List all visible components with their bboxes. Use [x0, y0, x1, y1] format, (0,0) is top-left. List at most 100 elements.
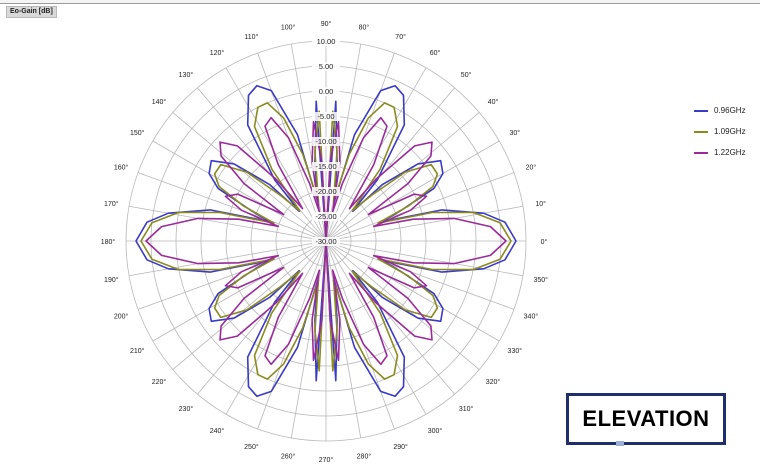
angle-tick-label: 10°	[535, 200, 546, 208]
series-line-0	[135, 84, 517, 398]
angle-tick-label: 250°	[244, 443, 259, 451]
grid-spoke	[325, 112, 480, 242]
legend-label: 1.09GHz	[714, 127, 746, 136]
grid-spoke	[152, 240, 327, 342]
angle-tick-label: 20°	[526, 163, 537, 171]
angle-tick-label: 310°	[459, 405, 474, 413]
grid-spoke	[325, 240, 524, 277]
r-tick-bg	[312, 112, 340, 121]
angle-tick-label: 160°	[114, 163, 129, 171]
legend-item: 1.09GHz	[694, 121, 746, 142]
grid-spoke	[325, 240, 480, 370]
angle-tick-label: 0°	[541, 238, 548, 246]
angle-tick-label: 280°	[357, 453, 372, 461]
r-tick-bg	[312, 87, 340, 96]
grid-spoke	[152, 140, 327, 242]
grid-spoke	[225, 67, 327, 242]
r-tick-bg	[312, 62, 340, 71]
legend-label: 1.22GHz	[714, 148, 746, 157]
angle-tick-label: 100°	[281, 23, 296, 31]
angle-tick-label: 50°	[461, 71, 472, 79]
angle-tick-label: 60°	[430, 49, 441, 57]
angle-tick-label: 80°	[359, 23, 370, 31]
r-tick-label: -10.00	[315, 137, 336, 146]
angle-tick-label: 70°	[395, 33, 406, 41]
angle-tick-label: 240°	[210, 427, 225, 435]
grid-spoke	[128, 240, 327, 277]
angle-tick-label: 110°	[244, 33, 258, 41]
panel-title: Eo-Gain [dB]	[6, 6, 57, 18]
angle-tick-label: 290°	[393, 443, 408, 451]
legend-label: 0.96GHz	[714, 106, 746, 115]
angle-tick-label: 30°	[510, 129, 521, 137]
tick-labels: -30.00 -25.00 -20.00 -15.00 -10.00 -5.00 0.00 5…	[101, 20, 548, 464]
legend-item: 0.96GHz	[694, 100, 746, 121]
grid-spoke	[325, 240, 500, 342]
grid-spoke	[325, 87, 455, 242]
polar-grid	[125, 40, 527, 442]
r-tick-bg	[312, 162, 340, 171]
angle-tick-label: 220°	[152, 378, 167, 386]
grid-spoke	[197, 87, 327, 242]
grid-spoke	[290, 43, 327, 242]
grid-spoke	[172, 240, 327, 370]
grid-spoke	[257, 52, 327, 242]
elevation-badge: ELEVATION	[566, 393, 726, 445]
angle-tick-label: 140°	[152, 98, 167, 106]
angle-tick-label: 350°	[533, 276, 548, 284]
angle-tick-label: 330°	[508, 347, 523, 355]
angle-tick-label: 180°	[101, 238, 116, 246]
elevation-label: ELEVATION	[582, 406, 710, 431]
angle-tick-label: 120°	[210, 49, 225, 57]
grid-spoke	[325, 240, 455, 395]
grid-spoke	[257, 240, 327, 430]
angle-tick-label: 200°	[114, 313, 129, 321]
badge-marker-icon	[616, 441, 624, 446]
angle-tick-label: 190°	[104, 276, 119, 284]
grid-spoke	[325, 240, 362, 439]
series-layer	[135, 84, 517, 398]
grid-spoke	[290, 240, 327, 439]
angle-tick-label: 260°	[281, 453, 296, 461]
r-tick-label: -5.00	[317, 112, 334, 121]
angle-tick-label: 340°	[524, 313, 539, 321]
r-tick-label: 0.00	[319, 87, 334, 96]
angle-tick-label: 40°	[488, 98, 499, 106]
angle-tick-label: 170°	[104, 200, 119, 208]
top-toolbar-strip	[0, 0, 760, 4]
r-tick-label: -15.00	[315, 162, 336, 171]
r-tick-label: -30.00	[315, 237, 336, 246]
series-line-1	[140, 102, 512, 380]
grid-spoke	[197, 240, 327, 395]
r-tick-bg	[312, 137, 340, 146]
grid-spoke	[325, 67, 427, 242]
r-tick-label: 5.00	[319, 62, 334, 71]
grid-spoke	[325, 43, 362, 242]
grid-spoke	[325, 240, 427, 415]
legend-swatch	[694, 151, 708, 154]
r-tick-bg	[312, 212, 340, 221]
grid-spoke	[172, 112, 327, 242]
legend-item: 1.22GHz	[694, 142, 746, 163]
legend-swatch	[694, 130, 708, 133]
legend: 0.96GHz 1.09GHz 1.22GHz	[694, 100, 746, 163]
grid-spoke	[128, 205, 327, 242]
angle-tick-label: 150°	[130, 129, 145, 137]
r-tick-label: -25.00	[315, 212, 336, 221]
angle-tick-label: 90°	[321, 20, 332, 28]
angle-tick-label: 320°	[486, 378, 501, 386]
grid-spoke	[225, 240, 327, 415]
r-tick-bg	[312, 237, 340, 246]
r-tick-label: -20.00	[315, 187, 336, 196]
angle-tick-label: 300°	[428, 427, 443, 435]
grid-spoke	[137, 240, 327, 310]
r-tick-bg	[312, 187, 340, 196]
angle-tick-label: 230°	[179, 405, 194, 413]
r-tick-bg	[312, 37, 340, 46]
series-line-2	[145, 116, 507, 366]
angle-tick-label: 210°	[130, 347, 145, 355]
grid-spoke	[325, 52, 395, 242]
grid-spoke	[325, 140, 500, 242]
grid-spoke	[325, 240, 395, 430]
r-tick-label: 10.00	[317, 37, 336, 46]
